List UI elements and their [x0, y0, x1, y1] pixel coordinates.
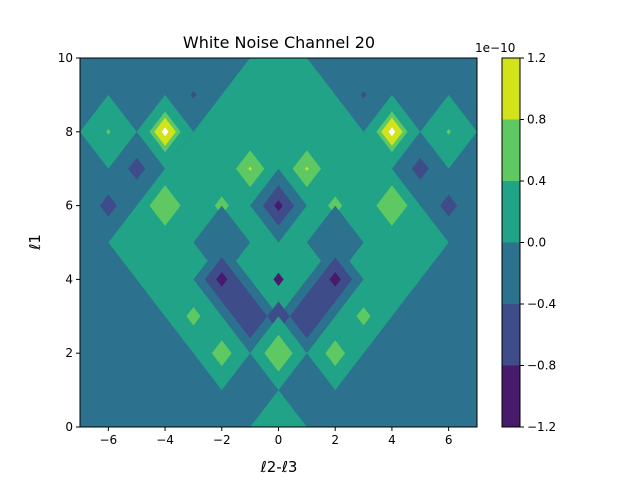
contour-region [411, 157, 429, 180]
colorbar-band [502, 119, 520, 181]
y-tick-label: 2 [65, 346, 73, 360]
y-tick-label: 10 [58, 51, 73, 65]
contour-region [274, 200, 283, 212]
colorbar-tick-label: −0.4 [527, 297, 556, 311]
x-tick-label: −4 [156, 433, 174, 447]
colorbar-tick-label: 0.8 [527, 113, 546, 127]
contour-region [211, 340, 232, 367]
contour-region [149, 185, 181, 226]
contour-region [99, 194, 117, 217]
contour-plot-area [80, 58, 477, 427]
x-axis-label: ℓ2-ℓ3 [260, 458, 298, 476]
colorbar-tick-label: −1.2 [527, 420, 556, 434]
y-tick-label: 4 [65, 272, 73, 286]
x-tick-label: 6 [445, 433, 453, 447]
colorbar-band [502, 365, 520, 427]
contour-region [193, 242, 364, 354]
y-axis-label: ℓ1 [26, 234, 44, 251]
x-tick-label: 4 [388, 433, 396, 447]
x-tick-label: 0 [275, 433, 283, 447]
x-tick-label: 2 [331, 433, 339, 447]
contour-region [250, 390, 307, 427]
x-tick-label: −6 [100, 433, 118, 447]
y-tick-label: 0 [65, 420, 73, 434]
contour-region [278, 353, 336, 427]
colorbar-band [502, 58, 520, 120]
contour-region [305, 166, 309, 171]
colorbar-band [502, 181, 520, 243]
y-tick-label: 6 [65, 199, 73, 213]
chart-title: White Noise Channel 20 [183, 33, 375, 52]
contour-region [264, 334, 293, 372]
y-tick-label: 8 [65, 125, 73, 139]
contour-region [216, 272, 228, 287]
contour-region [440, 194, 458, 217]
contour-region [273, 272, 284, 287]
contour-region [360, 91, 367, 99]
y-axis-ticks: 0 2 4 6 8 10 [58, 51, 80, 434]
contour-region [106, 128, 111, 135]
contour-region [248, 166, 252, 171]
contour-region [186, 307, 201, 326]
contour-region [204, 257, 353, 339]
colorbar-offset-label: 1e−10 [475, 41, 515, 55]
contour-region [329, 272, 341, 287]
x-axis-ticks: −6 −4 −2 0 2 4 6 [100, 427, 453, 447]
contour-region [221, 353, 279, 427]
x-tick-label: −2 [213, 433, 231, 447]
colorbar-tick-label: 1.2 [527, 51, 546, 65]
contour-region [128, 157, 146, 180]
colorbar-tick-label: −0.8 [527, 359, 556, 373]
colorbar-tick-label: 0.0 [527, 236, 546, 250]
contour-region [376, 185, 408, 226]
colorbar-band [502, 304, 520, 366]
contour-region [446, 128, 451, 135]
contour-region [356, 307, 371, 326]
contour-region [193, 205, 251, 280]
contour-region [388, 127, 396, 137]
contour-region [190, 91, 197, 99]
contour-region [161, 127, 169, 137]
colorbar: −1.2 −0.8 −0.4 0.0 0.4 0.8 1.2 [501, 51, 556, 434]
colorbar-band [502, 242, 520, 304]
contour-region [325, 340, 346, 367]
colorbar-tick-label: 0.4 [527, 174, 546, 188]
